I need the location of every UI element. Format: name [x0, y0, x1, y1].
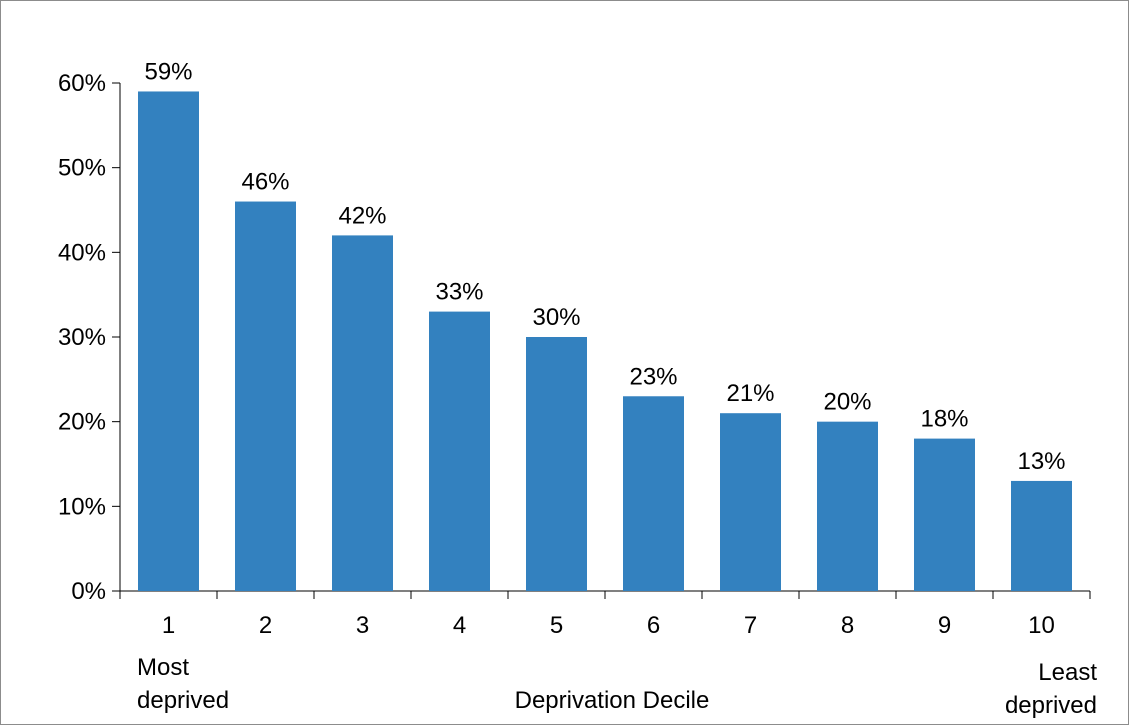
bar [914, 438, 975, 591]
x-axis-ticks: 1 2 3 4 5 6 7 8 9 10 [119, 591, 1091, 639]
y-tick-label: 50% [58, 155, 106, 182]
data-labels: 59% 46% 42% 33% 30% 23% 21% 20% 18% 13% [144, 58, 1065, 474]
bar [332, 235, 393, 591]
y-axis-ticks: 0% 10% 20% 30% 40% 50% 60% [58, 70, 120, 605]
bar-value-label: 42% [338, 202, 386, 229]
bar [235, 201, 296, 592]
x-tick-label: 8 [841, 612, 854, 639]
least-deprived-label-line1: Least [1038, 659, 1097, 686]
x-tick-label: 10 [1028, 612, 1055, 639]
bar-value-label: 30% [532, 304, 580, 331]
bar [817, 421, 878, 591]
x-tick-label: 4 [453, 612, 466, 639]
y-tick-label: 40% [58, 239, 106, 266]
bar-value-label: 21% [726, 380, 774, 407]
y-tick-label: 60% [58, 70, 106, 97]
y-tick-label: 30% [58, 324, 106, 351]
y-tick-label: 10% [58, 493, 106, 520]
x-tick-label: 2 [259, 612, 272, 639]
bar [1011, 480, 1072, 591]
x-tick-label: 9 [938, 612, 951, 639]
bar-value-label: 59% [144, 58, 192, 85]
bar-value-label: 13% [1017, 448, 1065, 475]
most-deprived-label-line2: deprived [137, 687, 229, 714]
bar [720, 413, 781, 591]
bar-value-label: 33% [435, 279, 483, 306]
bar-value-label: 18% [920, 406, 968, 433]
bar-value-label: 20% [823, 389, 871, 416]
x-axis-title: Deprivation Decile [515, 687, 710, 714]
x-tick-label: 7 [744, 612, 757, 639]
y-tick-label: 20% [58, 409, 106, 436]
bar [429, 311, 490, 591]
most-deprived-label-line1: Most [137, 654, 189, 681]
y-tick-label: 0% [71, 578, 106, 605]
x-tick-label: 5 [550, 612, 563, 639]
x-tick-label: 6 [647, 612, 660, 639]
bar-value-label: 23% [629, 363, 677, 390]
x-tick-label: 1 [162, 612, 175, 639]
bar [138, 91, 199, 591]
bars [138, 91, 1072, 592]
least-deprived-label-line2: deprived [1005, 692, 1097, 719]
x-tick-label: 3 [356, 612, 369, 639]
bar [623, 396, 684, 591]
bar [526, 337, 587, 591]
bar-value-label: 46% [241, 169, 289, 196]
